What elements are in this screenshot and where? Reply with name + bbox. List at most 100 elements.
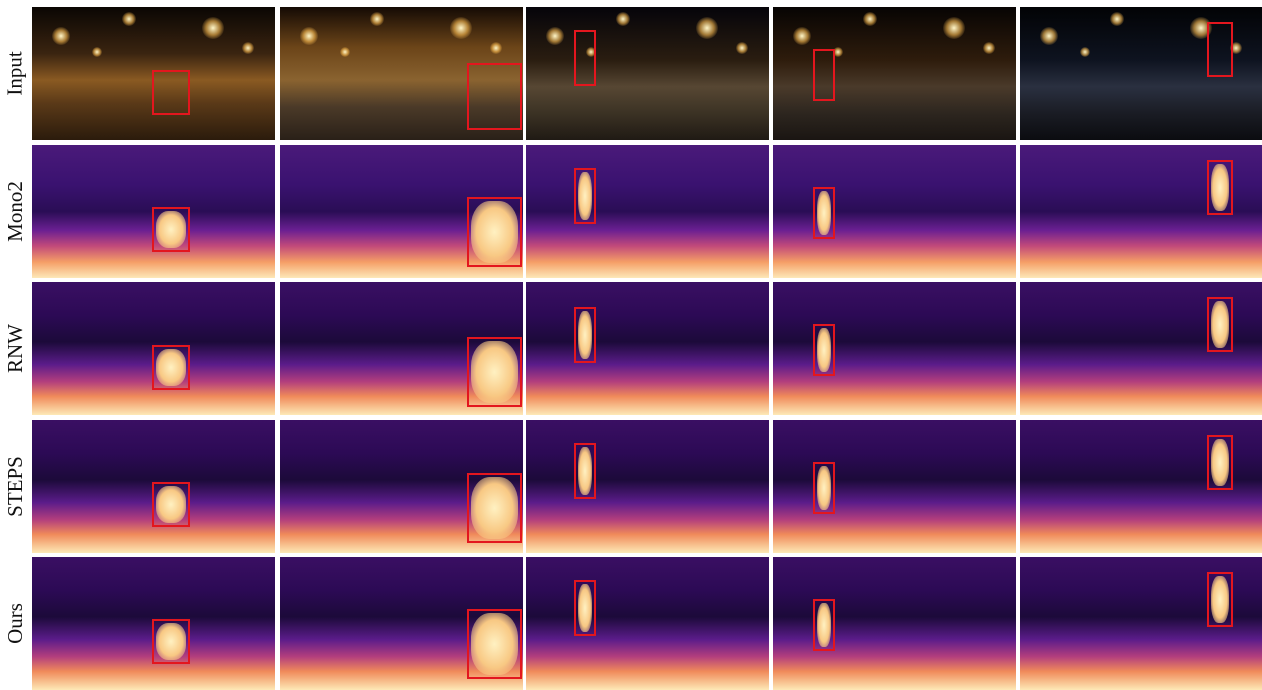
highlight-box bbox=[152, 619, 190, 664]
highlight-box bbox=[467, 197, 522, 267]
highlight-box bbox=[574, 30, 596, 86]
near-object-region bbox=[817, 466, 831, 510]
near-object-region bbox=[578, 584, 592, 632]
near-object-region bbox=[1211, 576, 1229, 623]
street-light-glow bbox=[1230, 42, 1242, 54]
street-light-glow bbox=[1110, 12, 1124, 26]
street-light-glow bbox=[122, 12, 136, 26]
highlight-box bbox=[813, 599, 835, 651]
depth-map-col5 bbox=[1020, 282, 1262, 415]
highlight-box bbox=[574, 443, 596, 499]
highlight-box bbox=[152, 207, 190, 252]
street-light-glow bbox=[546, 27, 564, 45]
highlight-box bbox=[1207, 297, 1233, 352]
street-light-glow bbox=[943, 17, 965, 39]
highlight-box bbox=[467, 609, 522, 679]
street-light-glow bbox=[863, 12, 877, 26]
highlight-box bbox=[1207, 22, 1233, 77]
input-image-col3 bbox=[526, 7, 769, 140]
near-object-region bbox=[817, 191, 831, 235]
highlight-box bbox=[152, 482, 190, 527]
street-light-glow bbox=[1190, 17, 1212, 39]
depth-map-col4 bbox=[773, 282, 1016, 415]
street-light-glow bbox=[616, 12, 630, 26]
street-light-glow bbox=[833, 47, 843, 57]
depth-map-col5 bbox=[1020, 420, 1262, 553]
street-light-glow bbox=[1040, 27, 1058, 45]
near-object-region bbox=[817, 603, 831, 647]
input-image-col4 bbox=[773, 7, 1016, 140]
near-object-region bbox=[578, 447, 592, 495]
street-light-glow bbox=[490, 42, 502, 54]
street-light-glow bbox=[340, 47, 350, 57]
highlight-box bbox=[813, 462, 835, 514]
near-object-region bbox=[471, 477, 518, 539]
row-label-text: RNW bbox=[2, 324, 27, 373]
row-label-rnw: RNW bbox=[0, 282, 30, 415]
depth-map-col3 bbox=[526, 557, 769, 690]
row-label-text: Mono2 bbox=[2, 181, 27, 242]
street-light-glow bbox=[450, 17, 472, 39]
street-light-glow bbox=[242, 42, 254, 54]
depth-map-col5 bbox=[1020, 145, 1262, 278]
highlight-box bbox=[152, 70, 190, 115]
near-object-region bbox=[156, 623, 186, 660]
input-image-col1 bbox=[32, 7, 275, 140]
depth-map-col4 bbox=[773, 420, 1016, 553]
depth-map-col5 bbox=[1020, 557, 1262, 690]
near-object-region bbox=[471, 201, 518, 263]
highlight-box bbox=[467, 473, 522, 543]
row-label-ours: Ours bbox=[0, 557, 30, 690]
depth-map-col4 bbox=[773, 145, 1016, 278]
depth-map-col2 bbox=[280, 282, 523, 415]
highlight-box bbox=[813, 324, 835, 376]
highlight-box bbox=[467, 63, 522, 130]
highlight-box bbox=[574, 168, 596, 224]
depth-map-col4 bbox=[773, 557, 1016, 690]
depth-map-col1 bbox=[32, 420, 275, 553]
depth-map-col3 bbox=[526, 420, 769, 553]
near-object-region bbox=[578, 172, 592, 220]
street-light-glow bbox=[92, 47, 102, 57]
highlight-box bbox=[467, 337, 522, 407]
depth-map-col1 bbox=[32, 282, 275, 415]
near-object-region bbox=[471, 341, 518, 403]
near-object-region bbox=[156, 349, 186, 386]
depth-map-col1 bbox=[32, 145, 275, 278]
input-image-col2 bbox=[280, 7, 523, 140]
near-object-region bbox=[578, 311, 592, 359]
near-object-region bbox=[471, 613, 518, 675]
highlight-box bbox=[1207, 435, 1233, 490]
row-label-text: STEPS bbox=[2, 456, 27, 517]
street-light-glow bbox=[586, 47, 596, 57]
street-light-glow bbox=[370, 12, 384, 26]
highlight-box bbox=[574, 580, 596, 636]
near-object-region bbox=[156, 211, 186, 248]
input-image-col5 bbox=[1020, 7, 1262, 140]
highlight-box bbox=[1207, 572, 1233, 627]
near-object-region bbox=[817, 328, 831, 372]
row-label-text: Ours bbox=[2, 603, 27, 644]
highlight-box bbox=[152, 345, 190, 390]
depth-map-col1 bbox=[32, 557, 275, 690]
street-light-glow bbox=[300, 27, 318, 45]
street-light-glow bbox=[1080, 47, 1090, 57]
street-light-glow bbox=[736, 42, 748, 54]
near-object-region bbox=[1211, 301, 1229, 348]
depth-map-col2 bbox=[280, 557, 523, 690]
row-label-steps: STEPS bbox=[0, 420, 30, 553]
near-object-region bbox=[156, 486, 186, 523]
highlight-box bbox=[1207, 160, 1233, 215]
street-light-glow bbox=[793, 27, 811, 45]
row-label-mono2: Mono2 bbox=[0, 145, 30, 278]
near-object-region bbox=[1211, 164, 1229, 211]
depth-map-col2 bbox=[280, 145, 523, 278]
street-light-glow bbox=[696, 17, 718, 39]
depth-map-col2 bbox=[280, 420, 523, 553]
highlight-box bbox=[574, 307, 596, 363]
street-light-glow bbox=[52, 27, 70, 45]
row-label-input: Input bbox=[0, 7, 30, 140]
street-light-glow bbox=[983, 42, 995, 54]
highlight-box bbox=[813, 49, 835, 101]
street-light-glow bbox=[202, 17, 224, 39]
